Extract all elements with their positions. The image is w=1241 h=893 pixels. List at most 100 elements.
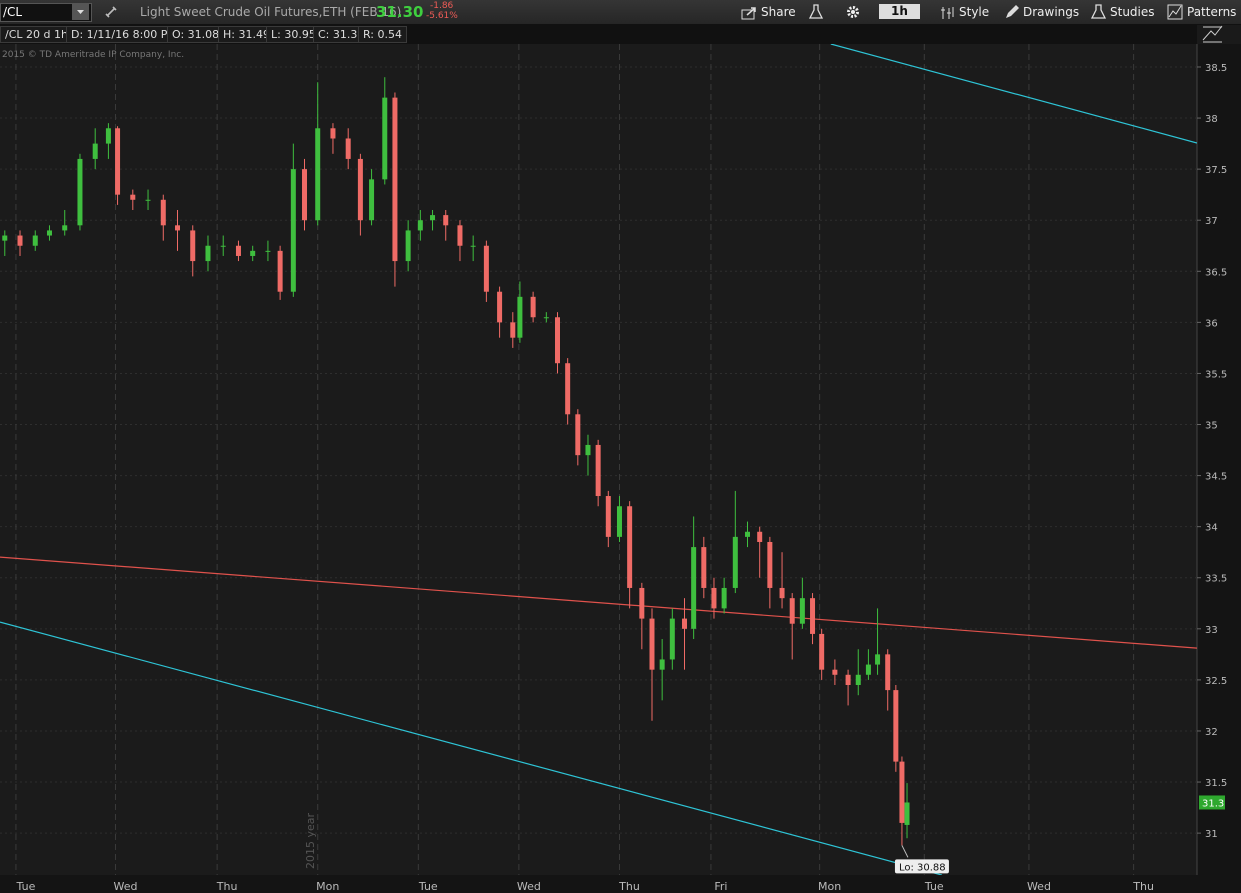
candle-body	[893, 690, 899, 762]
candle-body	[875, 654, 881, 665]
candle-body	[175, 225, 181, 231]
annotation-pointer	[901, 845, 909, 858]
studies-icon[interactable]	[1090, 4, 1107, 24]
info-cell: D: 1/11/16 8:00 PM	[66, 26, 182, 43]
candle-body	[330, 128, 336, 139]
drawings-button[interactable]: Drawings	[1023, 5, 1080, 19]
candle-body	[585, 444, 591, 456]
dropdown-icon	[77, 10, 84, 14]
watermark: 2015 © TD Ameritrade IP Company, Inc.	[2, 50, 184, 60]
trend-line	[0, 556, 1197, 649]
price-axis	[1197, 44, 1241, 893]
style-icon[interactable]	[940, 5, 956, 24]
link-icon[interactable]	[104, 4, 118, 24]
candle-body	[77, 158, 83, 226]
candle-body	[457, 225, 463, 246]
interval-button[interactable]: 1h	[879, 4, 920, 19]
last-price-label: 31.3	[1202, 798, 1224, 809]
y-tick-label: 34.5	[1205, 472, 1227, 483]
y-tick-label: 35	[1205, 421, 1218, 432]
x-tick-label: Fri	[714, 880, 727, 893]
candle-body	[315, 128, 321, 221]
candle-body	[669, 618, 675, 660]
candle-body	[205, 245, 211, 262]
candle-body	[405, 230, 411, 262]
y-tick-label: 32.5	[1205, 676, 1227, 687]
candle-body	[904, 802, 910, 825]
change: -1.86	[430, 1, 454, 11]
symbol-input[interactable]: /CL	[0, 3, 92, 22]
candle-body	[555, 317, 561, 364]
x-tick-label: Thu	[618, 880, 640, 893]
last-price: 31.30	[376, 3, 424, 21]
info-bar: /CL 20 d 1h D: 1/11/16 8:00 PM O: 31.08 H: …	[0, 24, 1197, 44]
candle-body	[160, 199, 166, 226]
candle-body	[810, 598, 816, 634]
year-label: 2015 year	[304, 813, 317, 870]
info-cell: C: 31.3	[313, 26, 363, 43]
patterns-icon[interactable]	[1167, 4, 1183, 24]
candle-body	[92, 143, 98, 159]
time-axis	[0, 875, 1241, 893]
candle-body	[510, 322, 516, 338]
y-tick-label: 34	[1205, 523, 1218, 534]
flask-icon[interactable]	[808, 4, 824, 24]
drawings	[0, 44, 1197, 875]
x-tick-label: Wed	[1027, 880, 1051, 893]
candle-body	[855, 674, 861, 685]
y-tick-label: 36.5	[1205, 267, 1227, 278]
chart-settings-icon[interactable]	[1201, 24, 1225, 44]
candle-body	[711, 587, 717, 609]
y-tick-label: 32	[1205, 727, 1218, 738]
y-tick-label: 33.5	[1205, 574, 1227, 585]
candle-body	[819, 633, 825, 670]
y-tick-label: 35.5	[1205, 369, 1227, 380]
style-button[interactable]: Style	[959, 5, 990, 19]
candle-body	[443, 215, 449, 226]
info-cell: H: 31.49	[218, 26, 275, 43]
symbol-dropdown[interactable]	[72, 4, 89, 20]
candle-body	[832, 669, 838, 675]
candle-body	[530, 296, 536, 318]
trend-line	[830, 44, 1197, 144]
candles	[2, 77, 910, 846]
candle-body	[2, 235, 8, 241]
icon	[808, 4, 824, 19]
description: Light Sweet Crude Oil Futures,ETH (FEB 1…	[140, 5, 402, 19]
candle-body	[345, 138, 351, 159]
candle-body	[130, 194, 136, 200]
candle-body	[845, 674, 851, 685]
icon	[1006, 5, 1019, 18]
patterns-button[interactable]: Patterns	[1187, 5, 1237, 19]
candle-body	[865, 664, 871, 675]
trend-line	[0, 621, 943, 875]
candle-body	[357, 158, 363, 221]
candle-body	[745, 531, 751, 537]
x-tick-label: Tue	[16, 880, 36, 893]
candle-body	[190, 230, 196, 262]
icon	[741, 7, 756, 20]
candle-body	[115, 128, 121, 195]
last-price-tag	[1199, 795, 1225, 810]
info-cell: /CL 20 d 1h	[0, 26, 73, 43]
annotation-box	[894, 859, 949, 874]
share-button[interactable]: Share	[761, 5, 796, 19]
candle-body	[691, 547, 697, 629]
y-tick-label: 36	[1205, 318, 1218, 329]
candle-body	[732, 536, 738, 588]
share-icon[interactable]	[741, 5, 757, 24]
candle-body	[605, 496, 611, 537]
candle-body	[649, 618, 655, 670]
studies-button[interactable]: Studies	[1110, 5, 1155, 19]
candle-body	[430, 215, 436, 221]
candle-body	[470, 245, 476, 247]
settings-icon[interactable]	[845, 4, 861, 24]
candle-body	[565, 363, 571, 415]
x-tick-label: Wed	[114, 880, 138, 893]
drawings-icon[interactable]	[1004, 4, 1020, 24]
x-tick-label: Mon	[818, 880, 841, 893]
candle-body	[779, 587, 785, 599]
candle-body	[543, 317, 549, 319]
candle-body	[659, 659, 665, 670]
